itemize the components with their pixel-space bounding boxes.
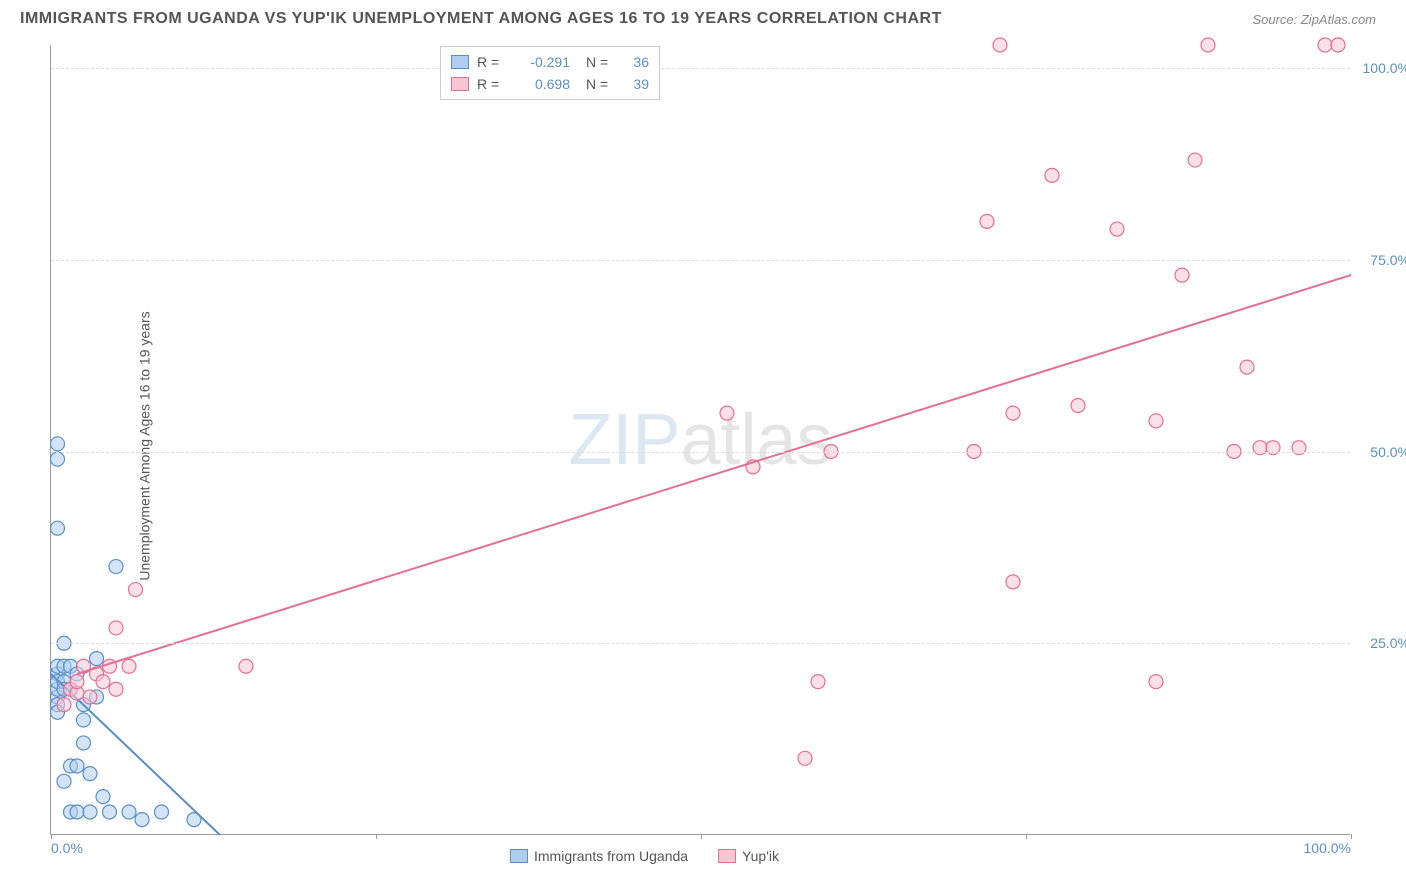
- scatter-point: [70, 675, 84, 689]
- scatter-point: [1006, 406, 1020, 420]
- scatter-point: [1071, 398, 1085, 412]
- legend-swatch: [718, 849, 736, 863]
- scatter-point: [155, 805, 169, 819]
- series-legend-label: Immigrants from Uganda: [534, 848, 688, 864]
- x-tick-label: 100.0%: [1304, 840, 1351, 856]
- grid-line: [51, 643, 1350, 644]
- scatter-point: [109, 560, 123, 574]
- scatter-point: [1175, 268, 1189, 282]
- scatter-point: [1045, 168, 1059, 182]
- scatter-point: [51, 452, 65, 466]
- n-value: 39: [624, 73, 649, 95]
- x-tick: [51, 834, 52, 839]
- chart-container: IMMIGRANTS FROM UGANDA VS YUP'IK UNEMPLO…: [0, 0, 1406, 892]
- plot-area: ZIPatlas 25.0%50.0%75.0%100.0%0.0%100.0%: [50, 45, 1350, 835]
- scatter-point: [993, 38, 1007, 52]
- n-value: 36: [624, 51, 649, 73]
- scatter-point: [70, 759, 84, 773]
- scatter-point: [129, 583, 143, 597]
- legend-swatch: [451, 77, 469, 91]
- scatter-point: [83, 767, 97, 781]
- scatter-point: [239, 659, 253, 673]
- correlation-legend-row: R = -0.291 N = 36: [451, 51, 649, 73]
- trend-line: [77, 275, 1351, 674]
- n-label: N =: [586, 51, 616, 73]
- series-legend-label: Yup'ik: [742, 848, 779, 864]
- scatter-point: [811, 675, 825, 689]
- scatter-point: [96, 675, 110, 689]
- legend-swatch: [510, 849, 528, 863]
- plot-svg: [51, 45, 1350, 834]
- scatter-point: [1110, 222, 1124, 236]
- scatter-point: [70, 805, 84, 819]
- scatter-point: [83, 690, 97, 704]
- legend-swatch: [451, 55, 469, 69]
- y-tick-label: 25.0%: [1370, 635, 1406, 651]
- x-tick-label: 0.0%: [51, 840, 83, 856]
- x-tick: [1351, 834, 1352, 839]
- x-tick: [376, 834, 377, 839]
- scatter-point: [1253, 441, 1267, 455]
- grid-line: [51, 68, 1350, 69]
- scatter-point: [57, 774, 71, 788]
- x-tick: [701, 834, 702, 839]
- scatter-point: [51, 437, 65, 451]
- scatter-point: [51, 521, 65, 535]
- scatter-point: [77, 736, 91, 750]
- y-tick-label: 75.0%: [1370, 252, 1406, 268]
- correlation-legend-row: R = 0.698 N = 39: [451, 73, 649, 95]
- r-value: -0.291: [515, 51, 570, 73]
- scatter-point: [90, 652, 104, 666]
- scatter-point: [1331, 38, 1345, 52]
- source-attribution: Source: ZipAtlas.com: [1252, 12, 1376, 27]
- scatter-point: [720, 406, 734, 420]
- scatter-point: [1266, 441, 1280, 455]
- grid-line: [51, 260, 1350, 261]
- x-tick: [1026, 834, 1027, 839]
- scatter-point: [1292, 441, 1306, 455]
- r-value: 0.698: [515, 73, 570, 95]
- r-label: R =: [477, 51, 507, 73]
- chart-title: IMMIGRANTS FROM UGANDA VS YUP'IK UNEMPLO…: [20, 10, 942, 28]
- scatter-point: [980, 214, 994, 228]
- scatter-point: [109, 621, 123, 635]
- series-legend-item: Immigrants from Uganda: [510, 848, 688, 864]
- scatter-point: [1149, 675, 1163, 689]
- scatter-point: [96, 790, 110, 804]
- scatter-point: [83, 805, 97, 819]
- r-label: R =: [477, 73, 507, 95]
- scatter-point: [798, 751, 812, 765]
- series-legend: Immigrants from Uganda Yup'ik: [510, 848, 779, 864]
- grid-line: [51, 452, 1350, 453]
- scatter-point: [135, 813, 149, 827]
- scatter-point: [122, 805, 136, 819]
- scatter-point: [57, 698, 71, 712]
- scatter-point: [109, 682, 123, 696]
- y-tick-label: 50.0%: [1370, 444, 1406, 460]
- scatter-point: [1240, 360, 1254, 374]
- scatter-point: [1318, 38, 1332, 52]
- y-tick-label: 100.0%: [1363, 60, 1406, 76]
- series-legend-item: Yup'ik: [718, 848, 779, 864]
- scatter-point: [77, 713, 91, 727]
- scatter-point: [1188, 153, 1202, 167]
- correlation-legend: R = -0.291 N = 36 R = 0.698 N = 39: [440, 46, 660, 100]
- scatter-point: [1201, 38, 1215, 52]
- scatter-point: [122, 659, 136, 673]
- scatter-point: [103, 805, 117, 819]
- scatter-point: [1149, 414, 1163, 428]
- scatter-point: [1006, 575, 1020, 589]
- n-label: N =: [586, 73, 616, 95]
